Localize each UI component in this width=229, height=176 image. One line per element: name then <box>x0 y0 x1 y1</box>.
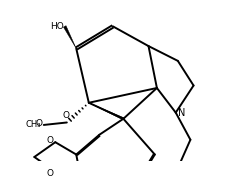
Text: O: O <box>46 136 53 145</box>
Text: O: O <box>46 169 53 176</box>
Text: O: O <box>62 111 69 120</box>
Text: N: N <box>177 108 185 118</box>
Text: CH₃: CH₃ <box>25 120 41 129</box>
Text: HO: HO <box>50 22 63 31</box>
Text: O: O <box>35 119 43 128</box>
Polygon shape <box>88 103 123 120</box>
Polygon shape <box>63 26 76 49</box>
